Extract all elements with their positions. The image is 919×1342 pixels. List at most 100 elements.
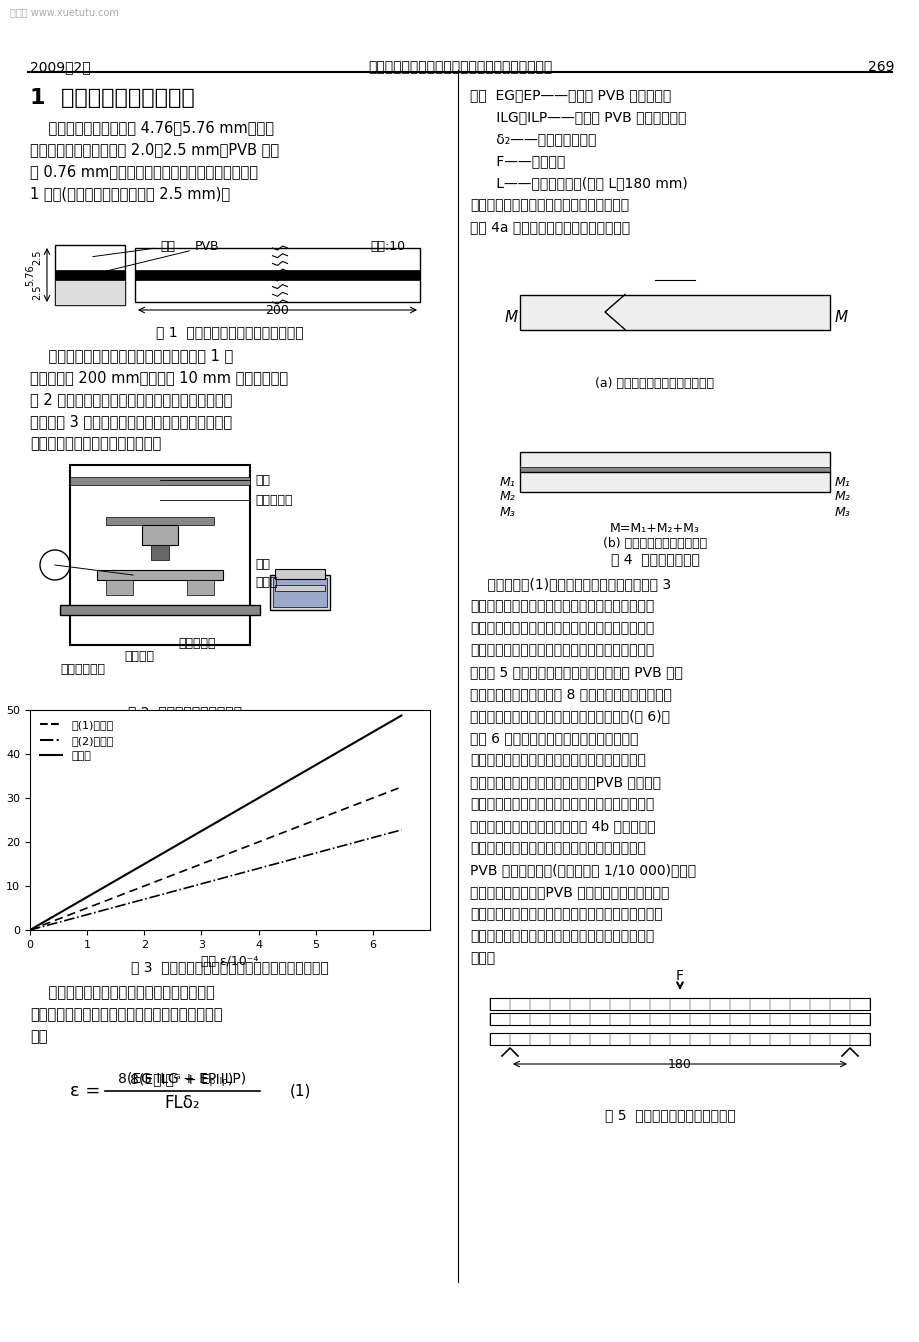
Bar [187,580,214,595]
Bar [269,574,330,611]
式(1)计算值 [216,848,227,864]
Text: 的静态弯曲过程中，PVB 几乎不承受力的作用，而: 的静态弯曲过程中，PVB 几乎不承受力的作用，而 [470,884,669,899]
Text: 划分为四边形单元，采用 8 节点二次等参单元计算，: 划分为四边形单元，采用 8 节点二次等参单元计算， [470,687,671,701]
Text: 寻找差异产生的原因，本文对与试验对应的汽车玻: 寻找差异产生的原因，本文对与试验对应的汽车玻 [470,621,653,635]
Line: 实测值: 实测值 [30,715,401,930]
Text: 型如图 5 所示，沿板厚方向将上下玻璃和 PVB 分别: 型如图 5 所示，沿板厚方向将上下玻璃和 PVB 分别 [470,666,682,679]
Bar [96,570,222,580]
Text: M₂: M₂ [499,490,516,503]
Text: 中的虚线时，发现理论值与试验值相差很远。为了: 中的虚线时，发现理论值与试验值相差很远。为了 [470,599,653,613]
Text: PVB: PVB [93,240,220,274]
Text: 中载荷和梁中央下侧应变之关系。: 中载荷和梁中央下侧应变之关系。 [30,436,161,451]
式(2)计算值 [110,899,121,915]
Bar [70,464,250,646]
Text: 宽度:10: 宽度:10 [369,240,404,254]
Bar [519,467,829,472]
Text: 图 3  梁中央下侧试验值和复合梁弯曲理论值的比较: 图 3 梁中央下侧试验值和复合梁弯曲理论值的比较 [131,960,328,974]
Text: 表盘: 表盘 [255,474,269,487]
Text: 为研究汽车玻璃的静力学特性，制作了图 1 所: 为研究汽车玻璃的静力学特性，制作了图 1 所 [30,348,233,362]
式(1)计算值 [245,836,256,852]
Bar [135,248,420,302]
Text: 图 1  汽车玻璃断面结构及静弯曲试件: 图 1 汽车玻璃断面结构及静弯曲试件 [156,325,303,340]
Text: 图 5  汽车玻璃梁有限元分析模型: 图 5 汽车玻璃梁有限元分析模型 [604,1108,734,1122]
Text: 1 所示(本试验使用玻璃厚度为 2.5 mm)。: 1 所示(本试验使用玻璃厚度为 2.5 mm)。 [30,187,230,201]
Text: 样本: 样本 [255,558,269,572]
Text: 1  汽车玻璃的静力学特性: 1 汽车玻璃的静力学特性 [30,89,195,107]
Bar [55,279,125,305]
Text: δ₂——复合玻璃总厚度: δ₂——复合玻璃总厚度 [470,132,596,146]
Text: L——简支梁的长度(在此 L＝180 mm): L——简支梁的长度(在此 L＝180 mm) [470,176,687,191]
Text: 梁，并非一个而是有三个中间层，两块玻璃绕各: 梁，并非一个而是有三个中间层，两块玻璃绕各 [470,753,645,768]
Text: 但是，将式(1)获得的应变－载荷关系示于图 3: 但是，将式(1)获得的应变－载荷关系示于图 3 [470,577,670,590]
实测值 [110,872,121,888]
Bar [519,472,829,493]
Text: 180: 180 [667,1057,691,1071]
Text: M₁: M₁ [499,475,516,488]
Text: 8(EG ILG + EP ILP): 8(EG ILG + EP ILP) [118,1072,245,1086]
Bar [490,1033,869,1045]
式(2)计算值 [216,871,227,887]
Bar [273,578,326,607]
Bar [135,270,420,280]
Bar [490,998,869,1011]
Bar [60,605,260,615]
Text: 学兔兔 www.xuetutu.com: 学兔兔 www.xuetutu.com [10,8,119,17]
Text: (a) 一般叠层复合梁弯曲应力分布: (a) 一般叠层复合梁弯曲应力分布 [595,377,714,391]
Bar [142,525,177,545]
Text: 该试件也可以简化为中点受一集中载荷的简: 该试件也可以简化为中点受一集中载荷的简 [30,985,214,1000]
式(2)计算值 [25,922,36,938]
Text: M₁: M₁ [834,475,850,488]
Text: 对应的板厚方向的应力分布如图 4b 所示。也就: 对应的板厚方向的应力分布如图 4b 所示。也就 [470,819,655,833]
式(2)计算值 [395,821,406,837]
Text: 负载传感器: 负载传感器 [255,494,292,506]
Text: 2.5: 2.5 [32,250,42,266]
Text: PVB 弹性模量极小(不到玻璃的 1/10 000)，在梁: PVB 弹性模量极小(不到玻璃的 1/10 000)，在梁 [470,863,696,878]
X-axis label: 应变 ε/10⁻⁴: 应变 ε/10⁻⁴ [201,956,258,969]
Text: 5.76: 5.76 [25,264,35,286]
Text: M=M₁+M₂+M₃: M=M₁+M₂+M₃ [609,522,699,535]
Line: 式(1)计算值: 式(1)计算值 [30,786,401,930]
实测值 [96,880,107,896]
Text: 2.5: 2.5 [32,285,42,301]
式(1)计算值 [110,888,121,905]
Text: 图 4  梁弯曲力学模型: 图 4 梁弯曲力学模型 [610,552,698,566]
Bar [106,517,214,525]
式(1)计算值 [25,922,36,938]
Bar [55,270,125,279]
Text: 得到载荷作用点下方沿板厚方向的应变分布(图 6)。: 得到载荷作用点下方沿板厚方向的应变分布(图 6)。 [470,709,669,723]
Text: 结果。: 结果。 [470,951,494,965]
Text: 使用一般叠层复合梁理论计算，当然不能得到正确: 使用一般叠层复合梁理论计算，当然不能得到正确 [470,929,653,943]
Text: ε =: ε = [70,1082,100,1100]
Text: 通常的汽车玻璃厚度为 4.76～5.76 mm，其中: 通常的汽车玻璃厚度为 4.76～5.76 mm，其中 [30,119,274,136]
Text: 一般叠层复合梁沿厚度方向的弯曲应力分布: 一般叠层复合梁沿厚度方向的弯曲应力分布 [470,199,629,212]
Bar [275,585,324,590]
Bar [519,452,829,472]
Text: 应变片: 应变片 [255,577,278,589]
Text: 如图 4a 所示，整个梁只有一个中间层。: 如图 4a 所示，整个梁只有一个中间层。 [470,220,630,234]
Text: M: M [834,310,847,325]
Text: M₃: M₃ [834,506,850,518]
Text: (1): (1) [289,1083,311,1099]
Text: F: F [675,969,683,982]
Text: M₃: M₃ [499,506,516,518]
实测值 [245,794,256,811]
Text: 从图 6 可以看出，承受弯曲载荷的汽车玻璃: 从图 6 可以看出，承受弯曲载荷的汽车玻璃 [470,731,638,745]
Text: 图 2  静态弯曲试验装置简图: 图 2 静态弯曲试验装置简图 [128,705,242,719]
Bar [55,246,125,305]
Text: ILG，ILP——玻璃和 PVB 的断面二次矩: ILG，ILP——玻璃和 PVB 的断面二次矩 [470,110,686,123]
Legend: 式(1)计算值, 式(2)计算值, 实测值: 式(1)计算值, 式(2)计算值, 实测值 [36,715,118,765]
实测值 [25,922,36,938]
Text: (b) 汽车玻璃梁弯曲应力分布: (b) 汽车玻璃梁弯曲应力分布 [602,537,707,550]
式(1)计算值 [377,786,388,803]
实测值 [395,707,406,723]
式(1)计算值 [395,778,406,794]
Text: 璃梁进行了有限元分析。汽车玻璃梁有限元分析模: 璃梁进行了有限元分析。汽车玻璃梁有限元分析模 [470,643,653,658]
Text: FLδ₂: FLδ₂ [164,1094,199,1113]
Text: 导致上下玻璃板单独发生弯曲，这样的梁弯曲问题，: 导致上下玻璃板单独发生弯曲，这样的梁弯曲问题， [470,907,662,921]
Bar [490,1013,869,1025]
Text: 虚拟表盘: 虚拟表盘 [124,650,153,663]
Text: 自动绘图仪: 自动绘图仪 [177,637,215,650]
Bar [106,580,133,595]
Text: 式中  EG，EP——玻璃和 PVB 的弹性模量: 式中 EG，EP——玻璃和 PVB 的弹性模量 [470,89,671,102]
Bar [70,476,250,484]
